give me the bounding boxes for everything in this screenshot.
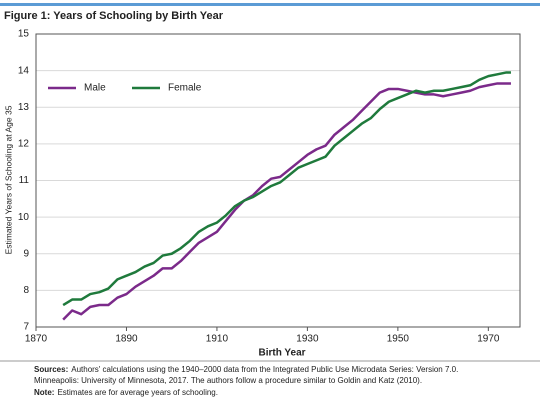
footnote: Minneapolis: University of Minnesota, 20… bbox=[34, 376, 422, 385]
y-tick-label: 15 bbox=[18, 29, 30, 40]
series-line bbox=[62, 82, 511, 321]
top-rule bbox=[0, 3, 540, 6]
y-tick-label: 11 bbox=[19, 175, 30, 186]
chart-title: Figure 1: Years of Schooling by Birth Ye… bbox=[4, 10, 224, 22]
y-tick-label: 12 bbox=[18, 139, 30, 150]
x-tick-label: 1910 bbox=[206, 334, 229, 345]
footnote-text: Authors' calculations using the 1940–200… bbox=[71, 365, 458, 374]
footnote-text: Estimates are for average years of schoo… bbox=[57, 388, 218, 397]
legend-label: Male bbox=[84, 83, 106, 94]
x-axis-label: Birth Year bbox=[258, 348, 305, 359]
y-tick-label: 8 bbox=[23, 285, 29, 296]
x-tick-label: 1870 bbox=[25, 334, 48, 345]
series-line bbox=[62, 71, 511, 307]
y-tick-label: 9 bbox=[23, 248, 29, 259]
x-tick-label: 1970 bbox=[477, 334, 500, 345]
footnote-text: Minneapolis: University of Minnesota, 20… bbox=[34, 376, 422, 385]
x-tick-label: 1930 bbox=[296, 334, 319, 345]
y-tick-label: 13 bbox=[18, 102, 30, 113]
y-tick-label: 14 bbox=[18, 65, 30, 76]
footnote-label: Sources: bbox=[34, 365, 68, 374]
y-tick-label: 10 bbox=[18, 212, 30, 223]
footnote: Sources: Authors' calculations using the … bbox=[34, 365, 458, 374]
y-tick-label: 7 bbox=[23, 322, 29, 333]
footnote: Note: Estimates are for average years of … bbox=[34, 388, 218, 397]
legend-label: Female bbox=[168, 83, 202, 94]
x-tick-label: 1950 bbox=[387, 334, 410, 345]
x-tick-label: 1890 bbox=[115, 334, 138, 345]
plot-frame bbox=[35, 33, 521, 328]
footnote-label: Note: bbox=[34, 388, 54, 397]
y-axis-label: Estimated Years of Schooling at Age 35 bbox=[3, 105, 13, 254]
